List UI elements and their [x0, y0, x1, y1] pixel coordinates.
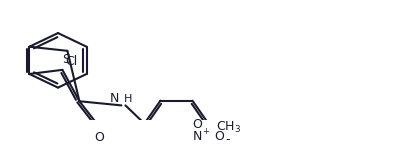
Text: N: N: [193, 130, 202, 143]
Text: S: S: [62, 53, 70, 66]
Text: O: O: [214, 130, 224, 143]
Text: +: +: [202, 127, 209, 136]
Text: O: O: [192, 118, 202, 132]
Text: O: O: [95, 131, 105, 144]
Text: -: -: [225, 133, 230, 145]
Text: H: H: [123, 94, 132, 104]
Text: N: N: [110, 92, 119, 105]
Text: Cl: Cl: [65, 55, 78, 68]
Text: CH$_3$: CH$_3$: [216, 120, 241, 135]
